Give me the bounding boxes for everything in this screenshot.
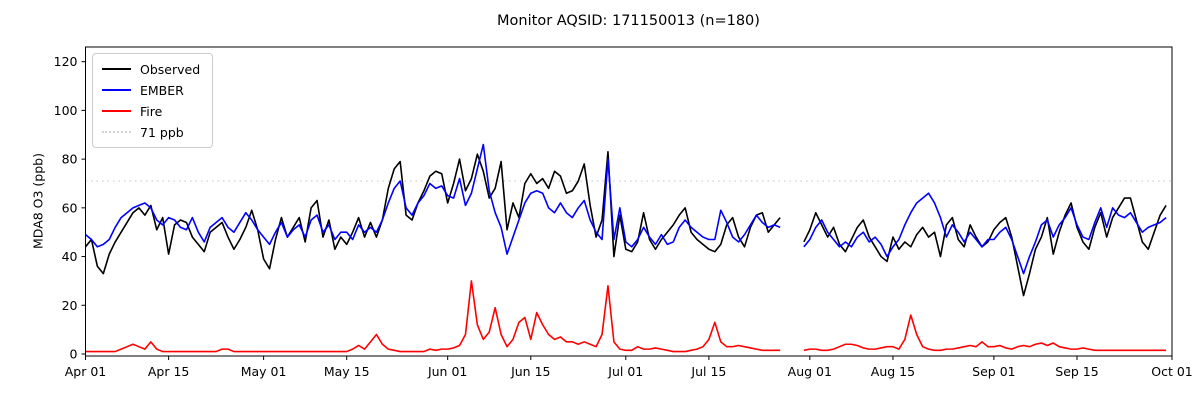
- legend-item-observed: Observed: [102, 61, 200, 77]
- x-tick-label: May 01: [241, 364, 287, 379]
- x-tick-label: Jul 15: [690, 364, 726, 379]
- y-tick-label: 100: [54, 103, 78, 118]
- legend-item-threshold: 71 ppb: [102, 124, 200, 140]
- legend-item-ember: EMBER: [102, 82, 200, 98]
- y-tick-label: 0: [70, 347, 78, 362]
- x-tick-label: Sep 01: [972, 364, 1015, 379]
- legend-label: 71 ppb: [140, 124, 184, 140]
- series-line-fire: [85, 280, 781, 353]
- ember-line-swatch: [102, 89, 131, 91]
- x-tick-label: May 15: [324, 364, 370, 379]
- y-tick-label: 80: [62, 152, 78, 167]
- series-line-ember: [803, 192, 1167, 275]
- axes-box: [85, 46, 1173, 357]
- x-tick-label: Jul 01: [607, 364, 643, 379]
- fire-line-swatch: [102, 110, 131, 112]
- legend-label: EMBER: [140, 82, 184, 98]
- x-tick-label: Apr 15: [148, 364, 190, 379]
- y-tick-label: 20: [62, 298, 78, 313]
- x-tick-label: Jun 01: [427, 364, 467, 379]
- legend-label: Fire: [140, 103, 163, 119]
- series-line-ember: [84, 143, 781, 255]
- threshold-line-swatch: [102, 131, 131, 133]
- x-tick-label: Jun 15: [510, 364, 550, 379]
- x-tick-label: Oct 01: [1151, 364, 1193, 379]
- x-tick-label: Aug 01: [788, 364, 832, 379]
- x-tick-label: Apr 01: [65, 364, 107, 379]
- chart-title: Monitor AQSID: 171150013 (n=180): [497, 13, 760, 29]
- y-tick-label: 120: [54, 54, 78, 69]
- y-tick-label: 40: [62, 249, 78, 264]
- x-tick-label: Sep 15: [1055, 364, 1098, 379]
- series-line-observed: [84, 151, 781, 275]
- legend-label: Observed: [140, 61, 201, 77]
- legend: Observed EMBER Fire 71 ppb: [92, 53, 214, 148]
- y-tick-label: 60: [62, 200, 78, 215]
- x-tick-label: Aug 15: [871, 364, 915, 379]
- series-line-fire: [803, 314, 1167, 352]
- legend-item-fire: Fire: [102, 103, 200, 119]
- observed-line-swatch: [102, 68, 131, 70]
